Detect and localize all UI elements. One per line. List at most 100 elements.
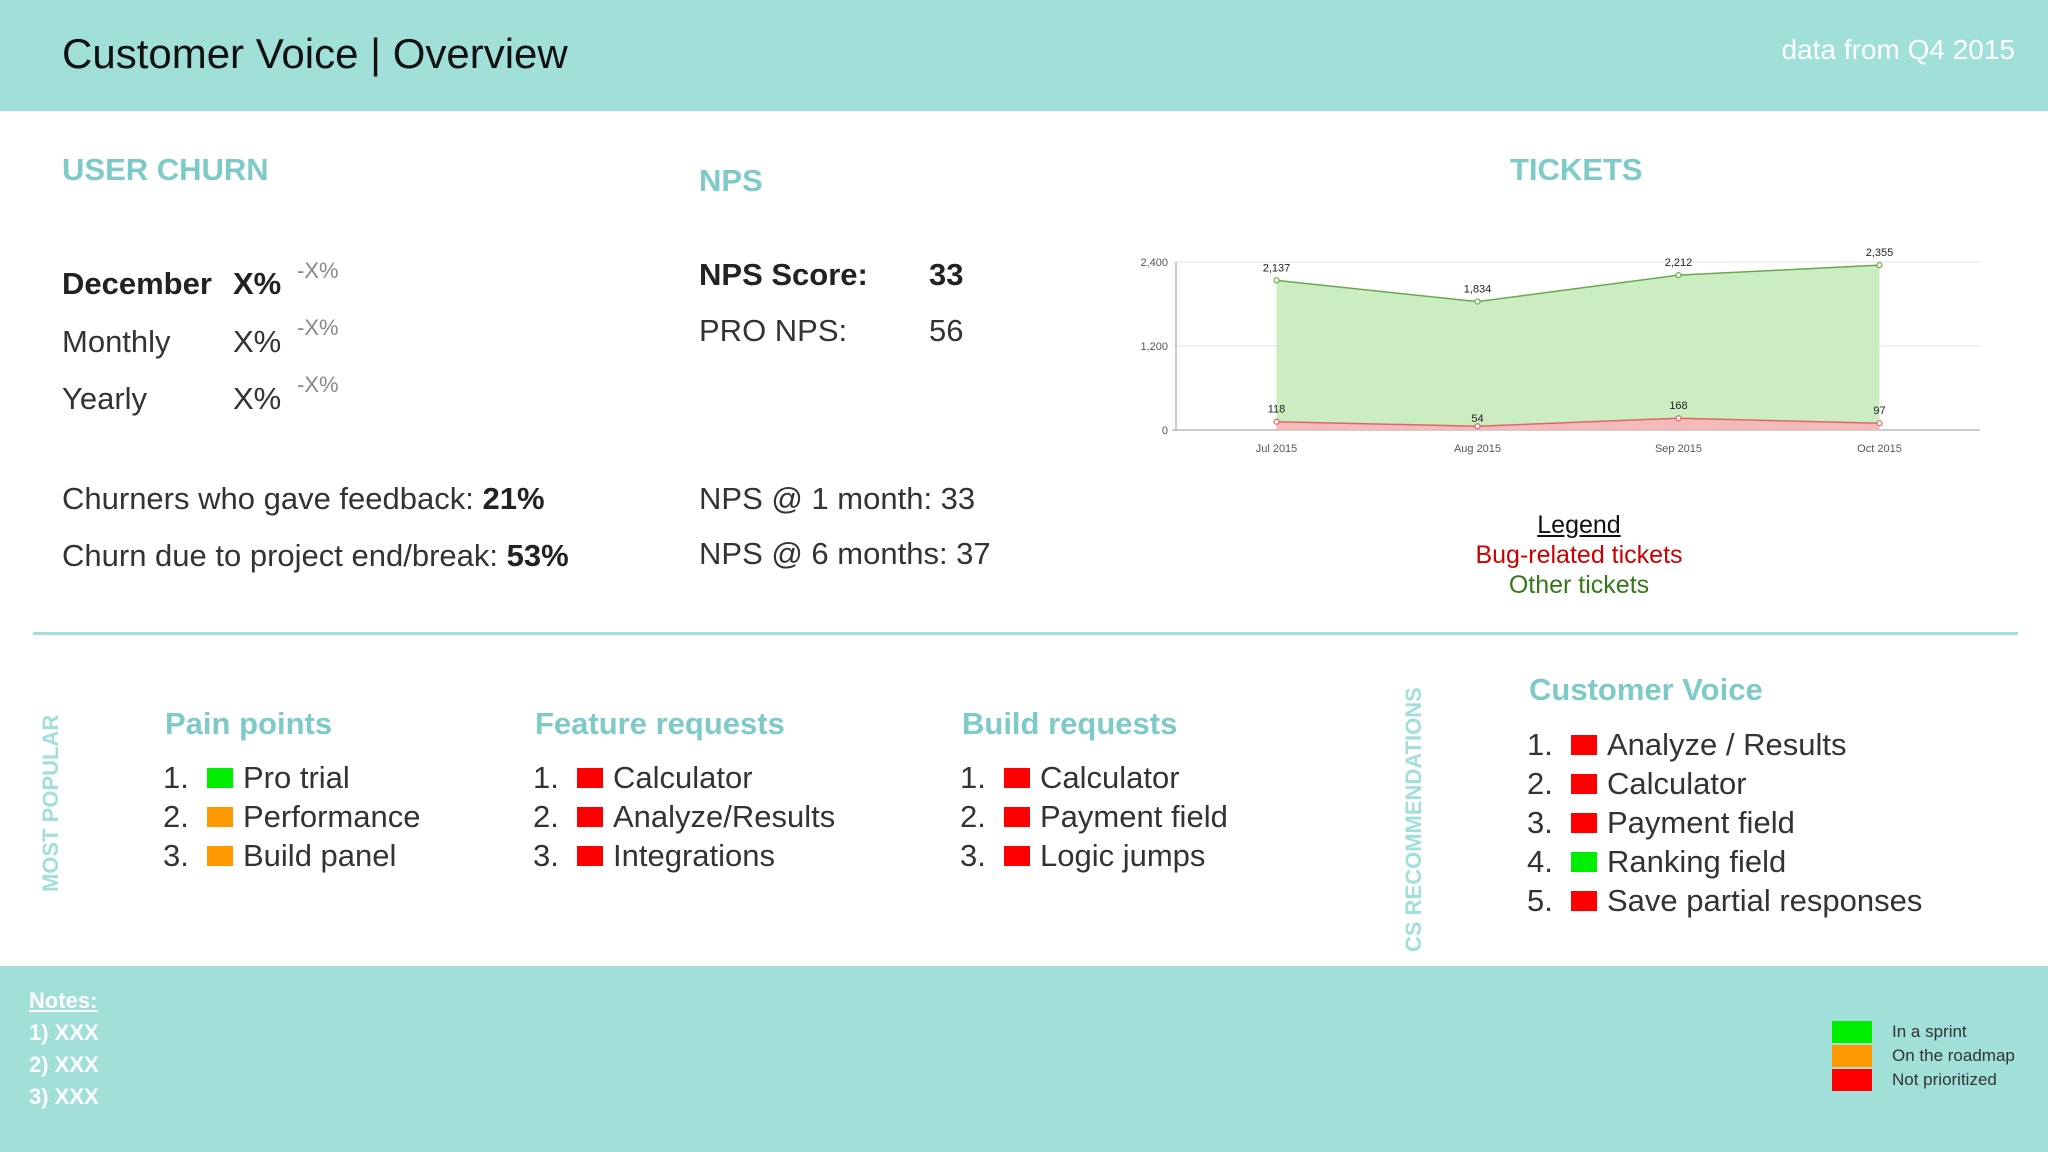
status-square-icon [577,767,603,788]
feature-request-item-number: 2. [533,798,559,834]
customer-voice-item-number: 2. [1527,765,1553,801]
chart-line-other [1276,264,1880,303]
status-square-icon [1004,767,1030,788]
pain-point-item-number: 3. [163,837,189,873]
nps-six-months: NPS @ 6 months: 37 [699,536,991,571]
chart-point [1273,418,1280,425]
customer-voice-item-number: 1. [1527,726,1553,762]
tickets-chart: 2,137 1,834 2,212 2,355 118 54 168 97 0 1,200 2,4… [1140,247,1980,455]
feature-requests-title: Feature requests [535,706,785,741]
nps-section-title: NPS [699,163,763,198]
churn-yearly-change: -X% [297,372,339,397]
chart-point [1675,272,1682,279]
note-item: 3) XXX [29,1084,99,1109]
tickets-section-title: TICKETS [1510,152,1643,187]
status-legend-label: In a sprint [1892,1022,1967,1041]
status-legend-row: On the roadmap [1832,1044,2015,1068]
customer-voice-item: 1. Analyze / Results [1527,725,1922,764]
churn-december-value: X% [233,266,282,301]
feature-request-item-label: Integrations [613,837,775,873]
chart-y-tick-label: 0 [1162,425,1168,437]
status-swatch-icon [1832,1045,1872,1067]
churn-project-end-label: Churn due to project end/break: [62,538,507,573]
customer-voice-title: Customer Voice [1529,672,1763,707]
feature-request-item: 1. Calculator [533,758,835,797]
chart-area-bug [1276,418,1880,430]
status-legend-label: Not prioritized [1892,1070,1997,1089]
customer-voice-item: 5. Save partial responses [1527,881,1922,920]
chart-point [1273,277,1280,284]
chart-value-label: 2,355 [1866,247,1894,259]
pain-point-item-label: Build panel [243,837,397,873]
pain-points-title: Pain points [165,706,333,741]
status-square-icon [207,767,233,788]
tickets-legend: Legend Bug-related tickets Other tickets [1472,510,1686,600]
status-legend-row: In a sprint [1832,1020,2015,1044]
pain-point-item: 3. Build panel [163,836,420,875]
chart-point [1876,420,1883,427]
build-request-item: 1. Calculator [960,758,1228,797]
build-request-item-label: Payment field [1040,798,1228,834]
notes-block: Notes: 1) XXX 2) XXX 3) XXX [29,985,99,1113]
status-square-icon [1571,773,1597,794]
churn-project-end-value: 53% [506,538,569,573]
build-request-item-label: Logic jumps [1040,837,1206,873]
note-item: 2) XXX [29,1052,99,1077]
feature-request-item-number: 3. [533,837,559,873]
legend-other-tickets: Other tickets [1508,571,1650,599]
chart-point [1876,262,1883,269]
notes-title: Notes: [29,988,98,1013]
churn-project-end-line: Churn due to project end/break: 53% [62,538,569,574]
build-request-item-label: Calculator [1040,759,1180,795]
feature-request-item: 2. Analyze/Results [533,797,835,836]
chart-y-tick-label: 1,200 [1140,341,1168,353]
status-square-icon [1004,845,1030,866]
feature-request-item-label: Calculator [613,759,753,795]
chart-point [1675,415,1682,422]
churn-yearly-value: X% [233,381,282,416]
status-square-icon [207,845,233,866]
pain-point-item-number: 2. [163,798,189,834]
build-requests-list: 1. Calculator 2. Payment field 3. Logic jumps [960,758,1228,875]
status-legend-row: Not prioritized [1832,1068,2015,1092]
feature-request-item-label: Analyze/Results [613,798,836,834]
feature-request-item: 3. Integrations [533,836,835,875]
pain-point-item: 2. Performance [163,797,420,836]
customer-voice-item-label: Payment field [1607,804,1795,840]
customer-voice-list: 1. Analyze / Results 2. Calculator 3. Payment… [1527,725,1922,920]
customer-voice-item-label: Analyze / Results [1607,726,1847,762]
customer-voice-item-label: Calculator [1607,765,1747,801]
customer-voice-item: 4. Ranking field [1527,842,1922,881]
status-square-icon [1571,734,1597,755]
chart-area-other [1276,265,1880,430]
chart-line-bug [1276,417,1880,427]
feature-request-item-number: 1. [533,759,559,795]
customer-voice-item-number: 5. [1527,882,1553,918]
header-bar [0,0,2048,111]
customer-voice-item-number: 3. [1527,804,1553,840]
nps-one-month: NPS @ 1 month: 33 [699,481,976,516]
section-divider [33,632,2018,635]
customer-voice-item-label: Ranking field [1607,843,1787,879]
most-popular-side-label: MOST POPULAR [38,714,63,892]
cs-recommendations-side-label: CS RECOMMENDATIONS [1401,687,1426,952]
churn-december-change: -X% [297,258,339,283]
chart-x-tick-label: Sep 2015 [1655,443,1702,455]
churn-feedback-label: Churners who gave feedback: [62,481,483,516]
build-request-item: 3. Logic jumps [960,836,1228,875]
pain-points-list: 1. Pro trial 2. Performance 3. Build panel [163,758,420,875]
feature-requests-list: 1. Calculator 2. Analyze/Results 3. Integrati… [533,758,835,875]
note-item: 1) XXX [29,1020,99,1045]
pro-nps-value: 56 [929,313,964,348]
status-square-icon [1571,812,1597,833]
chart-point [1474,423,1481,430]
churn-december-label: December [62,266,212,301]
data-range-label: data from Q4 2015 [1781,34,2015,65]
customer-voice-item: 2. Calculator [1527,764,1922,803]
chart-value-label: 54 [1471,413,1483,425]
build-request-item-number: 2. [960,798,986,834]
customer-voice-item-label: Save partial responses [1607,882,1923,918]
build-requests-title: Build requests [962,706,1178,741]
churn-feedback-value: 21% [482,481,545,516]
chart-value-label: 2,212 [1665,257,1693,269]
